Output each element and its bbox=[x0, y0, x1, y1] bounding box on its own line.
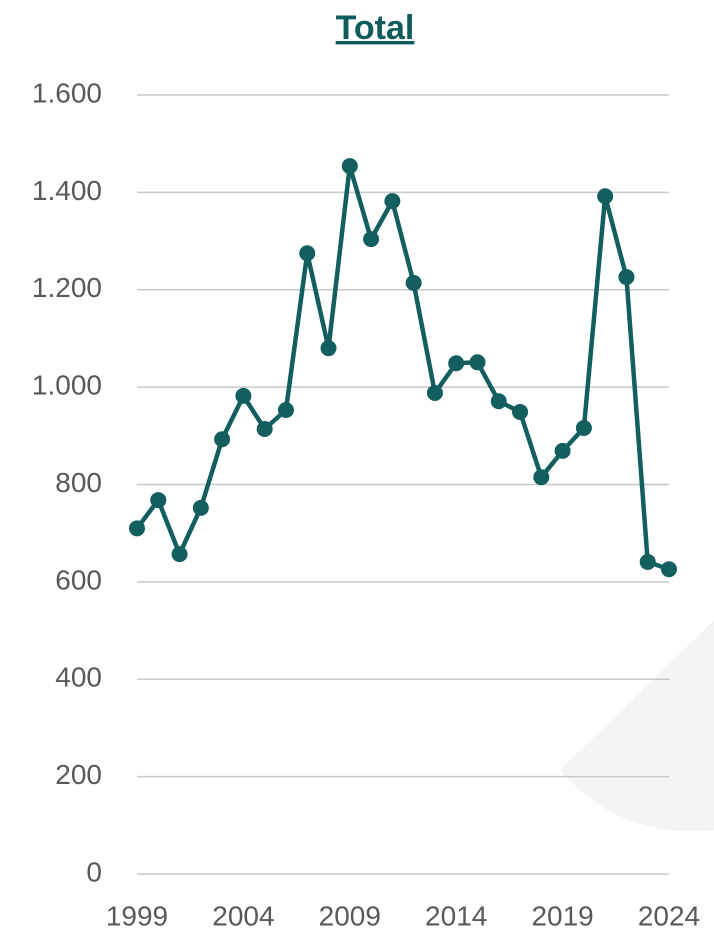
grid bbox=[137, 94, 669, 875]
y-tick-label: 1.000 bbox=[32, 370, 102, 401]
plot bbox=[129, 158, 677, 578]
point bbox=[150, 492, 167, 509]
point bbox=[490, 393, 507, 410]
point bbox=[214, 431, 231, 448]
point bbox=[256, 420, 273, 437]
y-tick-label: 1.600 bbox=[32, 77, 102, 108]
point bbox=[533, 469, 550, 486]
point bbox=[235, 387, 252, 404]
y-tick-label: 600 bbox=[55, 564, 102, 595]
x-tick-label: 2014 bbox=[425, 900, 487, 931]
point bbox=[554, 442, 571, 459]
x-tick-label: 1999 bbox=[106, 900, 168, 931]
point bbox=[171, 546, 188, 563]
x-tick-label: 2024 bbox=[638, 900, 700, 931]
y-tick-label: 800 bbox=[55, 467, 102, 498]
chart-title: Total bbox=[336, 9, 415, 47]
point bbox=[129, 520, 145, 537]
point bbox=[661, 561, 677, 578]
x-tick-label: 2009 bbox=[319, 900, 381, 931]
point bbox=[299, 245, 316, 262]
point bbox=[363, 231, 380, 248]
point bbox=[575, 420, 592, 437]
y-tick-label: 1.400 bbox=[32, 175, 102, 206]
point bbox=[405, 274, 422, 291]
point bbox=[512, 403, 529, 420]
point bbox=[426, 384, 443, 401]
background-shape bbox=[560, 620, 714, 832]
line bbox=[135, 163, 670, 572]
point bbox=[341, 158, 358, 175]
point bbox=[192, 499, 209, 516]
point bbox=[618, 269, 635, 286]
y-tick-label: 0 bbox=[86, 856, 102, 887]
point bbox=[639, 553, 656, 570]
y-tick-label: 400 bbox=[55, 662, 102, 693]
point bbox=[469, 354, 486, 371]
y-tick-label: 1.200 bbox=[32, 272, 102, 303]
point bbox=[277, 402, 294, 419]
x-tick-label: 2019 bbox=[531, 900, 593, 931]
y-tick-label: 200 bbox=[55, 759, 102, 790]
point bbox=[597, 188, 614, 205]
point bbox=[448, 355, 465, 372]
point bbox=[384, 193, 401, 210]
point bbox=[320, 340, 337, 357]
x-tick-label: 2004 bbox=[212, 900, 274, 931]
